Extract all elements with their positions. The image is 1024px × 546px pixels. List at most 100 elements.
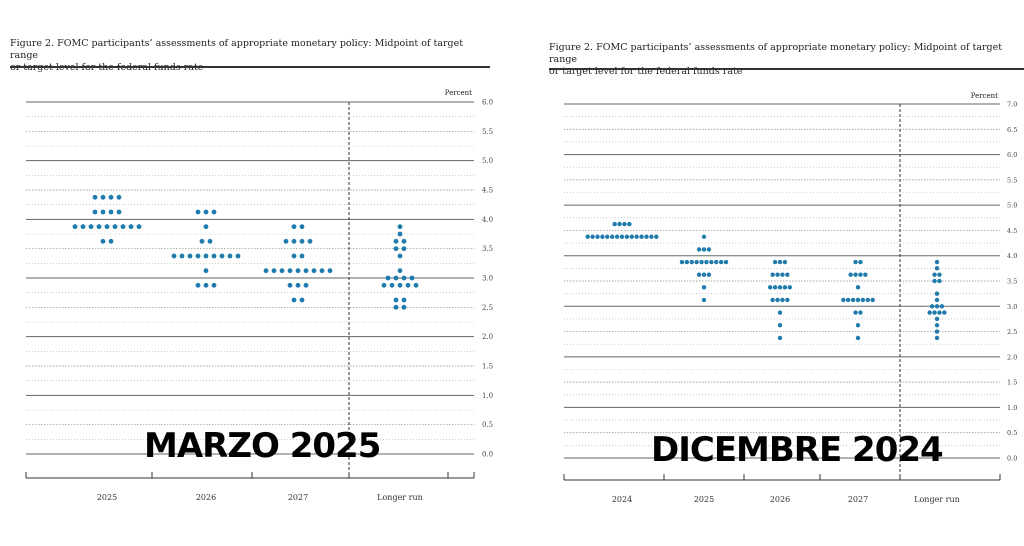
participant-dot xyxy=(627,221,632,227)
participant-dot xyxy=(203,209,209,215)
participant-dot xyxy=(768,285,773,290)
participant-dot xyxy=(397,224,403,230)
participant-dot xyxy=(624,234,630,239)
participant-dot xyxy=(617,221,622,227)
participant-dot xyxy=(785,272,790,277)
participant-dot xyxy=(612,221,617,227)
participant-dot xyxy=(385,275,391,281)
participant-dot xyxy=(934,323,940,328)
participant-dot xyxy=(853,272,858,277)
participant-dot xyxy=(701,285,707,290)
participant-dot xyxy=(92,194,98,200)
participant-dot xyxy=(104,224,110,230)
participant-dot xyxy=(780,297,785,303)
participant-dot xyxy=(770,272,775,277)
participant-dot xyxy=(595,234,600,239)
participant-dot xyxy=(401,275,407,281)
participant-dot xyxy=(855,335,861,341)
participant-dot xyxy=(934,291,940,296)
y-tick-label: 5.5 xyxy=(1007,176,1017,184)
participant-dot xyxy=(195,209,201,215)
participant-dot xyxy=(203,224,209,230)
participant-dot xyxy=(393,238,399,244)
participant-dot xyxy=(714,259,719,265)
participant-dot xyxy=(108,209,114,215)
participant-dot xyxy=(927,310,932,315)
participant-dot xyxy=(219,253,225,259)
participant-dot xyxy=(934,335,940,341)
participant-dot xyxy=(401,297,407,303)
participant-dot xyxy=(855,323,861,328)
participant-dot xyxy=(775,272,780,277)
participant-dot xyxy=(211,209,217,215)
participant-dot xyxy=(108,194,114,200)
participant-dot xyxy=(80,224,86,230)
y-tick-label: 5.0 xyxy=(482,157,493,165)
participant-dot xyxy=(706,272,712,277)
participant-dot xyxy=(263,268,269,274)
participant-dot xyxy=(307,238,313,244)
x-category-label: Longer run xyxy=(914,495,960,504)
participant-dot xyxy=(397,253,403,259)
participant-dot xyxy=(858,259,863,265)
participant-dot xyxy=(108,238,114,244)
y-tick-label: 3.5 xyxy=(482,245,493,253)
overlay-label: MARZO 2025 xyxy=(144,426,381,466)
participant-dot xyxy=(777,323,783,328)
participant-dot xyxy=(782,285,788,290)
participant-dot xyxy=(327,268,333,274)
participant-dot xyxy=(128,224,134,230)
participant-dot xyxy=(870,297,875,303)
participant-dot xyxy=(112,224,118,230)
participant-dot xyxy=(772,259,778,265)
participant-dot xyxy=(934,316,940,322)
participant-dot xyxy=(203,282,209,288)
participant-dot xyxy=(100,194,106,200)
participant-dot xyxy=(723,259,729,265)
x-category-label: 2027 xyxy=(848,495,868,504)
participant-dot xyxy=(785,297,790,303)
participant-dot xyxy=(291,253,297,259)
y-tick-label: 2.5 xyxy=(1007,328,1017,336)
participant-dot xyxy=(195,282,201,288)
y-tick-label: 1.5 xyxy=(482,363,493,371)
participant-dot xyxy=(787,285,792,290)
participant-dot xyxy=(701,247,707,252)
participant-dot xyxy=(777,335,783,341)
participant-dot xyxy=(171,253,177,259)
participant-dot xyxy=(211,282,217,288)
participant-dot xyxy=(858,272,863,277)
participant-dot xyxy=(287,268,293,274)
dot-plot-chart: 0.0 0.5 1.0 1.5 2.0 2.5 3.0 3.5 4.0 4.5 5.0 5.5 6.0 6… xyxy=(563,92,1017,504)
y-tick-label: 2.0 xyxy=(1007,353,1017,361)
participant-dot xyxy=(934,329,940,334)
participant-dot xyxy=(934,304,940,309)
participant-dot xyxy=(413,282,419,288)
y-tick-label: 0.5 xyxy=(482,421,493,429)
participant-dot xyxy=(699,259,704,265)
participant-dot xyxy=(590,234,595,239)
participant-dot xyxy=(694,259,699,265)
y-tick-label: 4.0 xyxy=(1007,252,1017,260)
y-tick-label: 3.0 xyxy=(482,275,493,283)
y-tick-label: 5.0 xyxy=(1007,202,1017,210)
participant-dot xyxy=(863,272,868,277)
participant-dot xyxy=(934,266,940,271)
participant-dot xyxy=(848,272,853,277)
participant-dot xyxy=(937,278,942,284)
participant-dot xyxy=(227,253,233,259)
participant-dot xyxy=(291,224,297,230)
y-tick-label: 4.0 xyxy=(482,216,493,224)
participant-dot xyxy=(279,268,285,274)
participant-dot xyxy=(179,253,185,259)
chart-panel-march-2025: Figure 2. FOMC participants’ assessments… xyxy=(10,38,493,502)
participant-dot xyxy=(865,297,870,303)
participant-dot xyxy=(937,272,942,277)
x-category-label: 2024 xyxy=(612,495,632,504)
participant-dot xyxy=(100,209,106,215)
y-axis-unit-label: Percent xyxy=(445,89,472,97)
participant-dot xyxy=(319,268,325,274)
participant-dot xyxy=(777,259,783,265)
y-tick-label: 7.0 xyxy=(1007,101,1017,109)
y-tick-label: 0.5 xyxy=(1007,429,1017,437)
